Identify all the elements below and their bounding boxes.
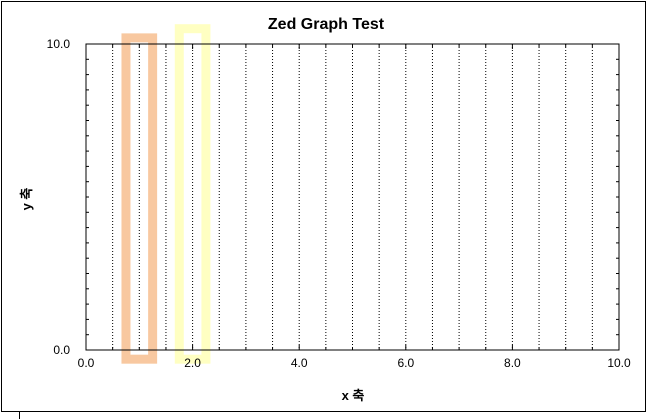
x-tick-label: 2.0 bbox=[184, 356, 201, 370]
chart-title: Zed Graph Test bbox=[268, 16, 385, 33]
x-tick-label: 4.0 bbox=[291, 356, 308, 370]
x-axis-label: x 축 bbox=[342, 388, 365, 403]
x-tick-label: 10.0 bbox=[607, 356, 631, 370]
chart: Zed Graph Test 0.0 2.0 4.0 6.0 8.0 10.0 0.0 10.… bbox=[19, 16, 631, 403]
y-tick-label: 10.0 bbox=[47, 37, 71, 51]
tick-labels: 0.0 2.0 4.0 6.0 8.0 10.0 0.0 10.0 bbox=[47, 37, 631, 370]
x-tick-label: 6.0 bbox=[397, 356, 414, 370]
bar-2 bbox=[174, 24, 211, 364]
graph-pane: Zed Graph Test 0.0 2.0 4.0 6.0 8.0 10.0 0.0 10.… bbox=[1, 1, 646, 412]
grid bbox=[112, 44, 593, 350]
x-tick-label: 8.0 bbox=[504, 356, 521, 370]
bar-layer bbox=[121, 24, 211, 364]
y-axis-label: y 축 bbox=[19, 188, 34, 211]
bar-1 bbox=[121, 33, 158, 364]
x-tick-label: 0.0 bbox=[78, 356, 95, 370]
y-tick-label: 0.0 bbox=[53, 343, 70, 357]
axes bbox=[85, 43, 620, 351]
frame-tick-mark bbox=[19, 412, 20, 419]
